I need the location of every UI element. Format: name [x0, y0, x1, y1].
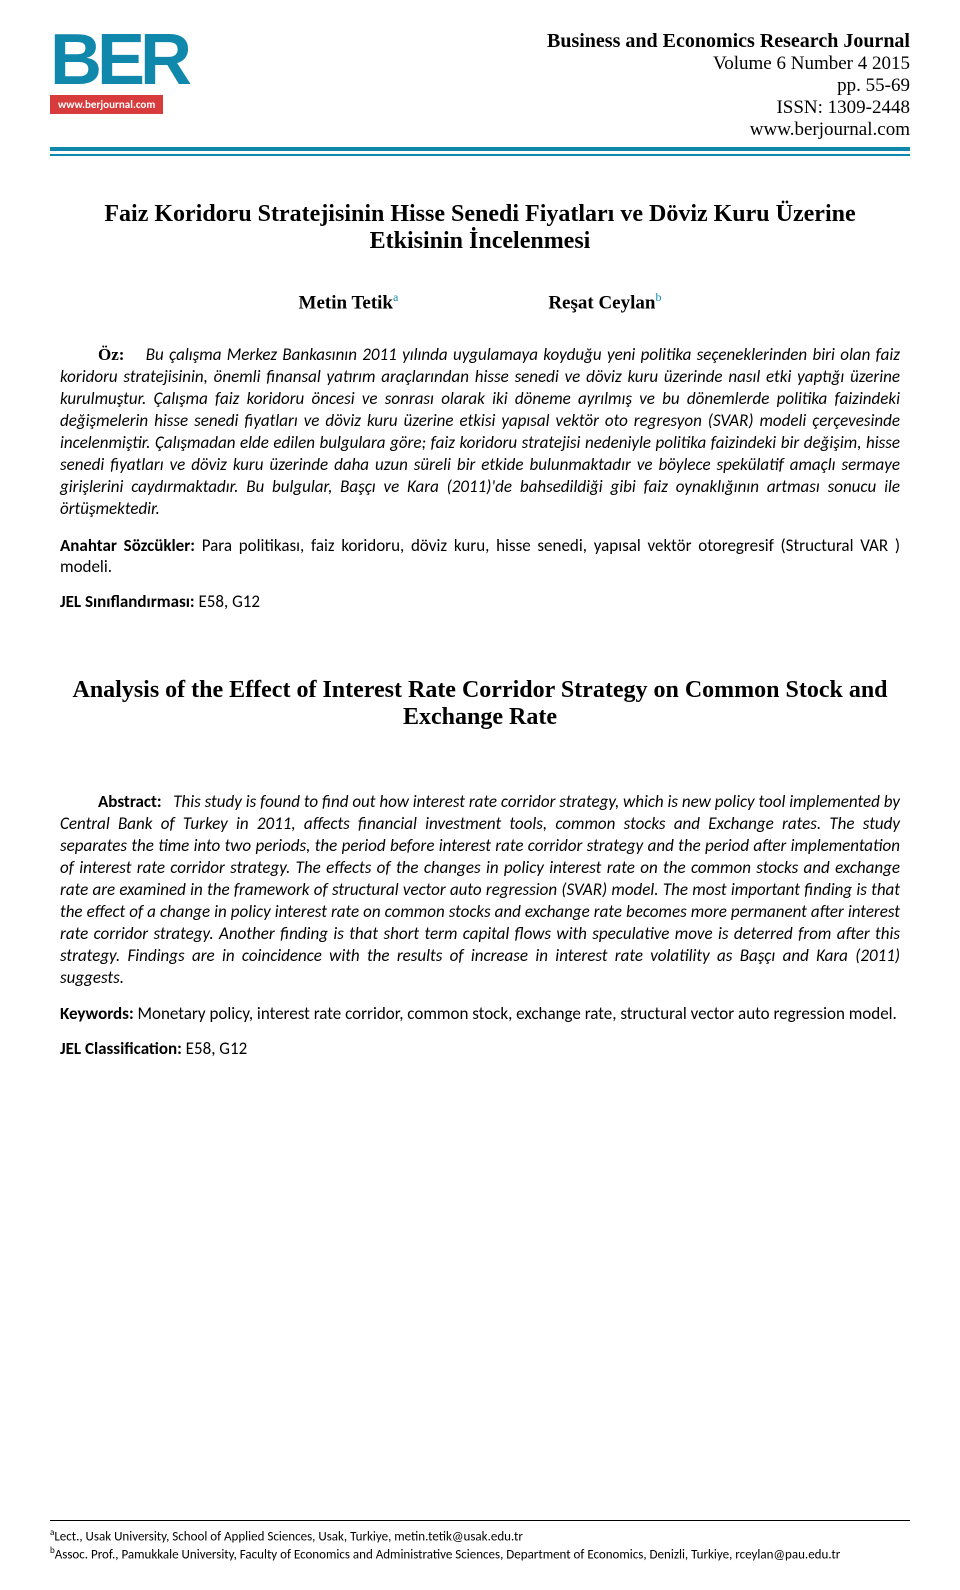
author-2: Reşat Ceylanb: [548, 290, 661, 314]
keywords-turkish-label: Anahtar Sözcükler:: [60, 535, 195, 556]
keywords-turkish: Anahtar Sözcükler: Para politikası, faiz…: [60, 535, 900, 577]
keywords-english-label: Keywords:: [60, 1003, 134, 1024]
abstract-english: Abstract: This study is found to find ou…: [60, 791, 900, 990]
author-1-sup: a: [393, 290, 398, 304]
abstract-turkish: Öz: Bu çalışma Merkez Bankasının 2011 yı…: [60, 344, 900, 521]
abstract-english-text: This study is found to find out how inte…: [60, 791, 900, 989]
author-2-name: Reşat Ceylan: [548, 292, 655, 313]
jel-turkish: JEL Sınıflandırması: E58, G12: [60, 591, 900, 612]
author-1: Metin Tetika: [299, 290, 399, 314]
journal-volume: Volume 6 Number 4 2015: [547, 53, 910, 75]
footnotes: aLect., Usak University, School of Appli…: [50, 1520, 910, 1564]
jel-english-label: JEL Classification:: [60, 1038, 182, 1059]
abstract-english-label: Abstract:: [98, 791, 162, 812]
page-body: Faiz Koridoru Stratejisinin Hisse Senedi…: [0, 156, 960, 1060]
journal-website: www.berjournal.com: [547, 119, 910, 141]
footnote-rule: [50, 1520, 910, 1521]
jel-turkish-text: E58, G12: [195, 591, 260, 612]
author-1-name: Metin Tetik: [299, 292, 393, 313]
abstract-turkish-label: Öz:: [98, 345, 124, 364]
title-turkish: Faiz Koridoru Stratejisinin Hisse Senedi…: [60, 201, 900, 255]
jel-english-text: E58, G12: [182, 1038, 247, 1059]
authors-row: Metin Tetika Reşat Ceylanb: [60, 290, 900, 314]
journal-pages: pp. 55-69: [547, 75, 910, 97]
logo-text: BER: [50, 30, 187, 91]
keywords-english-text: Monetary policy, interest rate corridor,…: [134, 1003, 897, 1024]
journal-meta: Business and Economics Research Journal …: [547, 30, 910, 141]
divider-thick: [50, 147, 910, 151]
jel-english: JEL Classification: E58, G12: [60, 1038, 900, 1059]
keywords-english: Keywords: Monetary policy, interest rate…: [60, 1003, 900, 1024]
jel-turkish-label: JEL Sınıflandırması:: [60, 591, 195, 612]
logo-block: BER www.berjournal.com: [50, 30, 187, 114]
journal-name: Business and Economics Research Journal: [547, 30, 910, 53]
footnote-a: aLect., Usak University, School of Appli…: [50, 1527, 910, 1546]
logo-url-badge: www.berjournal.com: [50, 95, 163, 114]
author-2-sup: b: [655, 290, 661, 304]
abstract-turkish-text: Bu çalışma Merkez Bankasının 2011 yılınd…: [60, 344, 900, 520]
journal-issn: ISSN: 1309-2448: [547, 97, 910, 119]
footnote-b-text: Assoc. Prof., Pamukkale University, Facu…: [55, 1548, 841, 1563]
footnote-b: bAssoc. Prof., Pamukkale University, Fac…: [50, 1545, 910, 1564]
title-english: Analysis of the Effect of Interest Rate …: [60, 677, 900, 731]
footnote-a-text: Lect., Usak University, School of Applie…: [54, 1529, 523, 1544]
header: BER www.berjournal.com Business and Econ…: [0, 0, 960, 141]
